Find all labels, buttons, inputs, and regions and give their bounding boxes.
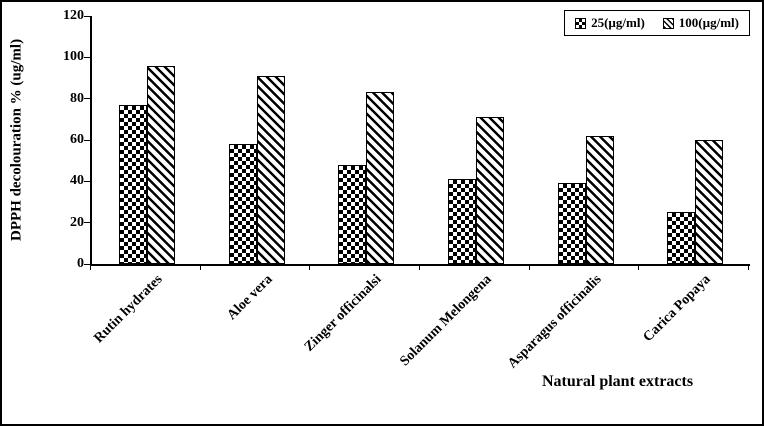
bar-100(µg/ml)-Aloe vera [256,75,285,264]
y-tick-label: 80 [70,90,84,106]
bar-100(µg/ml)-Asparagus officinalis [585,135,614,264]
y-tick-label: 0 [77,256,84,271]
y-tick-label: 20 [70,214,84,230]
bar-25(µg/ml)-Rutin hydrates [118,104,147,264]
x-axis-title: Natural plant extracts [542,373,694,390]
bar-100(µg/ml)-Rutin hydrates [146,65,175,264]
stripes-swatch-icon [662,17,674,29]
y-tick-mark [84,15,90,17]
x-tick-mark [419,265,420,270]
x-category-label: Solanum Melongena [397,272,495,370]
bar-100(µg/ml)-Carica Popaya [695,140,724,264]
y-tick-label: 40 [70,173,84,189]
y-tick-mark [84,180,90,182]
bar-25(µg/ml)-Asparagus officinalis [557,183,586,264]
legend-entry: 100(µg/ml) [662,15,739,31]
checker-swatch-icon [575,17,587,29]
x-tick-mark [748,265,749,270]
bar-25(µg/ml)-Aloe vera [228,144,257,264]
x-tick-mark [90,265,91,270]
x-tick-mark [199,265,201,270]
y-tick-label: 120 [63,8,84,23]
x-category-label: Zinger officinalsi [302,272,385,355]
plot-area [90,16,750,266]
legend-entry: 25(µg/ml) [575,15,645,31]
x-tick-mark [309,265,311,270]
y-tick-label: 100 [63,49,84,65]
x-tick-mark [638,265,640,270]
legend: 25(µg/ml) 100(µg/ml) [564,10,750,36]
x-category-label: Rutin hydrates [91,272,166,347]
y-tick-mark [84,263,90,265]
y-tick-mark [84,56,90,58]
bar-25(µg/ml)-Zinger officinalsi [338,164,367,264]
y-axis-title: DPPH decolouration % (ug/ml) [8,38,25,242]
legend-label: 25(µg/ml) [591,15,645,30]
bar-25(µg/ml)-Carica Popaya [667,212,696,264]
x-tick-mark [528,265,530,270]
bar-100(µg/ml)-Solanum Melongena [475,117,504,264]
bar-25(µg/ml)-Solanum Melongena [447,179,476,264]
y-tick-mark [84,139,90,141]
y-tick-mark [84,222,90,224]
y-tick-label: 60 [70,132,84,147]
x-category-label: Aloe vera [224,272,276,324]
y-tick-mark [84,98,90,100]
bar-100(µg/ml)-Zinger officinalsi [366,92,395,264]
legend-label: 100(µg/ml) [678,15,739,30]
